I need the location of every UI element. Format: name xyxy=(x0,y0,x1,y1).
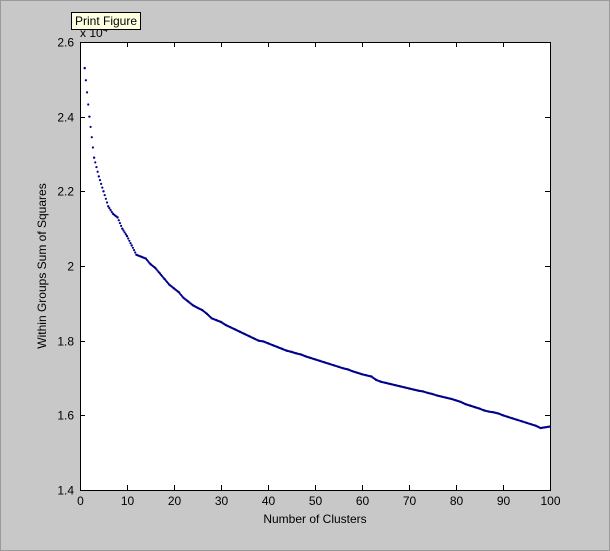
data-point-dot xyxy=(110,210,113,213)
x-tick-label: 40 xyxy=(262,494,276,508)
plot-frame xyxy=(80,42,551,491)
data-point-dot xyxy=(100,182,103,185)
data-point-dot xyxy=(96,170,99,173)
data-point-dot xyxy=(85,91,89,94)
y-axis-label: Within Groups Sum of Squares xyxy=(35,183,49,348)
data-point-dot xyxy=(89,125,92,129)
y-tick-label: 1.4 xyxy=(57,484,74,498)
data-point-dot xyxy=(103,193,106,197)
data-point-dot xyxy=(94,161,97,164)
data-point-dot xyxy=(95,165,98,169)
y-tick-label: 2.6 xyxy=(57,36,74,50)
data-point xyxy=(83,66,86,70)
data-points xyxy=(83,66,552,430)
data-point-dot xyxy=(117,219,120,222)
data-point-dot xyxy=(131,246,134,249)
data-point-dot xyxy=(87,103,90,106)
data-point-dot xyxy=(109,208,112,212)
data-point-dot xyxy=(127,237,130,240)
y-tick-label: 2 xyxy=(67,260,74,274)
y-tick-label: 2.2 xyxy=(57,185,74,199)
data-point-dot xyxy=(128,239,131,242)
y-tick-label: 1.6 xyxy=(57,409,74,423)
data-point-dot xyxy=(84,79,87,82)
x-tick-label: 20 xyxy=(168,494,182,508)
plot-area[interactable] xyxy=(80,42,550,490)
data-point-dot xyxy=(132,249,136,252)
x-tick-label: 0 xyxy=(77,494,84,508)
x-tick-label: 70 xyxy=(403,494,417,508)
data-point-dot xyxy=(101,186,104,189)
data-point xyxy=(107,205,110,208)
data-point xyxy=(125,234,129,238)
data-point xyxy=(130,244,133,247)
data-point-dot xyxy=(129,242,132,245)
data-point-dot xyxy=(105,201,109,204)
x-tick-label: 30 xyxy=(215,494,229,508)
data-point-dot xyxy=(104,197,107,200)
data-point-dot xyxy=(124,233,127,236)
data-point-dot xyxy=(90,136,93,139)
data-point xyxy=(116,216,119,219)
data-point xyxy=(121,227,124,230)
data-point-dot xyxy=(134,251,137,254)
axis-ticks: 0 10 20 30 40 50 60 70 80 90 100 1.4 1.6 1.8 2 2.2 2.4 2.… xyxy=(57,36,561,509)
x-tick-label: 60 xyxy=(356,494,370,508)
data-point xyxy=(88,115,91,118)
x-tick-label: 100 xyxy=(540,494,560,508)
data-point xyxy=(92,156,96,159)
print-figure-tooltip: Print Figure xyxy=(71,12,142,30)
y-tick-label: 1.8 xyxy=(57,335,74,349)
x-tick-label: 50 xyxy=(309,494,323,508)
y-tick-label: 2.4 xyxy=(57,111,74,125)
x-tick-label: 10 xyxy=(121,494,135,508)
data-point xyxy=(102,190,105,193)
data-point-dot xyxy=(108,207,111,210)
data-point-dot xyxy=(120,224,123,227)
x-tick-label: 90 xyxy=(497,494,511,508)
x-tick-label: 80 xyxy=(450,494,464,508)
data-point-dot xyxy=(98,179,102,182)
data-point-dot xyxy=(91,146,95,149)
data-point-dot xyxy=(123,231,126,234)
data-point xyxy=(97,175,101,178)
x-axis-label: Number of Clusters xyxy=(263,512,366,526)
data-point-dot xyxy=(122,229,125,232)
data-point-dot xyxy=(118,221,122,225)
